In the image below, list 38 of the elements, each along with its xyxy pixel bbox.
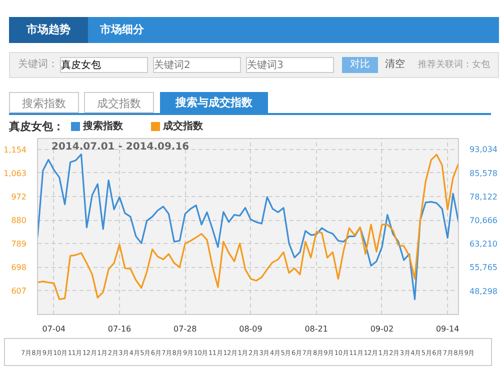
x-tick-label: 07-04	[42, 324, 66, 334]
text: 关键词2	[153, 57, 241, 73]
legend-title: 真皮女包：	[9, 119, 65, 134]
x-tick-label: 08-09	[239, 324, 262, 334]
y2-tick-label: 63,210	[470, 240, 498, 249]
text: 真皮女包	[60, 57, 148, 73]
text: 市场细分	[100, 22, 145, 38]
x-tick-label: 09-14	[436, 324, 460, 334]
line-series	[38, 154, 458, 300]
text: 推荐关联词：女包	[418, 58, 491, 72]
legend-label: 搜索指数	[83, 120, 124, 134]
y2-tick-label: 78,122	[470, 192, 498, 202]
text: 关键词：	[18, 58, 59, 72]
text: 对比	[342, 57, 378, 73]
y2-tick-label: 48,298	[470, 286, 498, 296]
y-tick-label: 880	[11, 216, 27, 226]
text: 搜索与成交指数	[160, 92, 268, 113]
text: 成交指数	[84, 92, 154, 113]
y-tick-label: 1,063	[4, 168, 27, 178]
y2-tick-label: 70,666	[470, 216, 498, 225]
y-tick-label: 607	[11, 286, 27, 296]
y-tick-label: 972	[11, 192, 27, 202]
text: 清空	[385, 58, 406, 72]
text: 搜索指数	[9, 92, 79, 113]
legend-label: 成交指数	[163, 119, 204, 134]
x-tick-label: 07-28	[174, 324, 197, 334]
y2-tick-label: 85,578	[470, 168, 498, 178]
x-tick-label: 07-16	[108, 324, 132, 334]
x-tick-label: 09-02	[370, 324, 394, 334]
annotation: 2014.07.01 - 2014.09.16	[52, 142, 190, 152]
text: 市场趋势	[9, 17, 88, 43]
y-tick-label: 1,154	[4, 145, 27, 154]
y-tick-label: 698	[11, 263, 27, 272]
x-tick-label: 08-21	[304, 324, 328, 334]
y-tick-label: 789	[11, 240, 27, 249]
y2-tick-label: 55,765	[470, 263, 498, 272]
y2-tick-label: 93,034	[470, 145, 498, 154]
text: 关键词3	[246, 57, 334, 73]
